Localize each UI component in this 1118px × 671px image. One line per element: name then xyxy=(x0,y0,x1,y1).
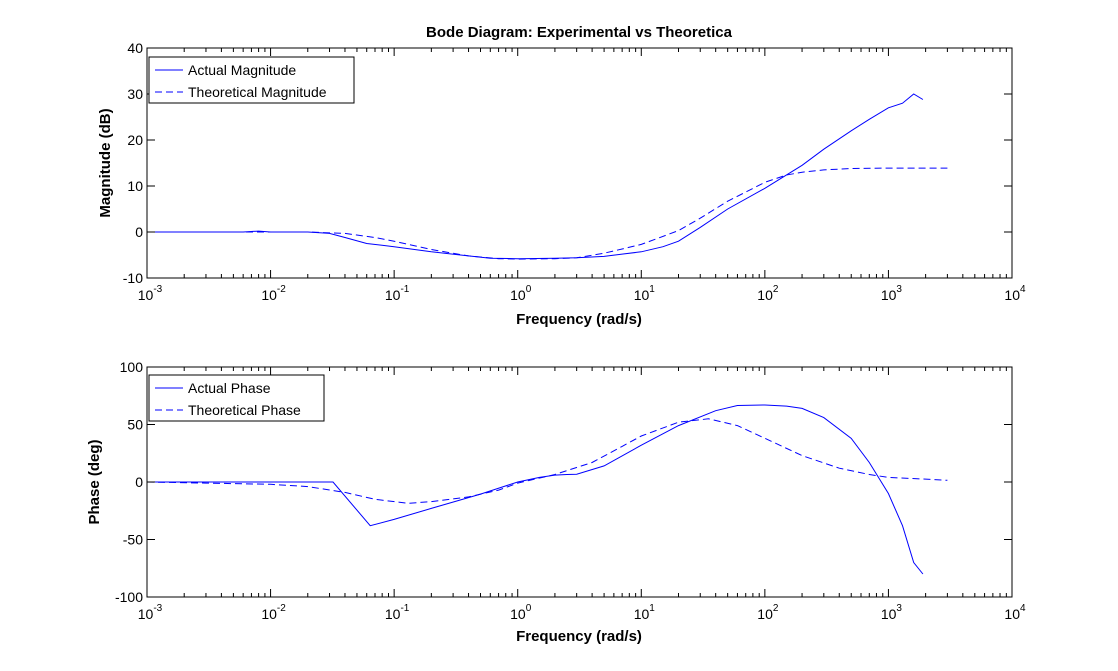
magnitude-y-axis-label: Magnitude (dB) xyxy=(97,108,114,217)
phase-x-tick-label: 102 xyxy=(757,603,779,622)
phase-legend: Actual Phase Theoretical Phase xyxy=(148,374,325,422)
magnitude-series-layer xyxy=(147,93,948,260)
magnitude-y-tick-labels: -10 0 10 20 30 40 xyxy=(123,40,143,286)
phase-y-tick-label: 50 xyxy=(127,417,143,433)
magnitude-y-tick-label: 10 xyxy=(127,178,143,194)
legend-label-theoretical-magnitude: Theoretical Magnitude xyxy=(188,84,327,100)
legend-label-theoretical-phase: Theoretical Phase xyxy=(188,402,301,418)
magnitude-plot: -10 0 10 20 30 40 10-3 10-2 10-1 100 101 102 103 104… xyxy=(97,40,1026,328)
phase-y-tick-label: 100 xyxy=(120,359,144,375)
magnitude-x-tick-label: 10-3 xyxy=(138,284,163,303)
magnitude-series-actual xyxy=(147,93,924,260)
phase-y-tick-labels: -100 -50 0 50 100 xyxy=(115,359,143,605)
magnitude-y-tick-label: 20 xyxy=(127,132,143,148)
magnitude-axes-box xyxy=(146,47,1013,279)
phase-y-tick-label: -50 xyxy=(123,532,143,548)
phase-series-actual xyxy=(147,404,924,575)
magnitude-x-tick-label: 100 xyxy=(510,284,532,303)
phase-x-tick-labels: 10-3 10-2 10-1 100 101 102 103 104 xyxy=(138,603,1026,622)
phase-legend-box xyxy=(148,374,325,422)
magnitude-x-tick-label: 10-1 xyxy=(385,284,410,303)
magnitude-x-tick-labels: 10-3 10-2 10-1 100 101 102 103 104 xyxy=(138,284,1026,303)
magnitude-y-tick-label: 40 xyxy=(127,40,143,56)
magnitude-x-tick-label: 101 xyxy=(634,284,656,303)
legend-label-actual-magnitude: Actual Magnitude xyxy=(188,62,296,78)
magnitude-x-tick-label: 102 xyxy=(757,284,779,303)
phase-ticks xyxy=(146,366,1012,598)
phase-x-tick-label: 100 xyxy=(510,603,532,622)
phase-series-theoretical xyxy=(146,418,948,504)
magnitude-legend-box xyxy=(148,56,355,104)
phase-y-tick-label: 0 xyxy=(135,474,143,490)
magnitude-x-axis-label: Frequency (rad/s) xyxy=(516,311,642,328)
phase-x-tick-label: 10-2 xyxy=(261,603,286,622)
phase-x-tick-label: 10-1 xyxy=(385,603,410,622)
magnitude-x-tick-label: 10-2 xyxy=(261,284,286,303)
magnitude-x-tick-label: 104 xyxy=(1004,284,1026,303)
magnitude-y-tick-label: 30 xyxy=(127,86,143,102)
phase-y-axis-label: Phase (deg) xyxy=(86,439,103,524)
phase-x-tick-label: 101 xyxy=(634,603,656,622)
phase-y-tick-label: -100 xyxy=(115,589,143,605)
phase-x-tick-label: 104 xyxy=(1004,603,1026,622)
magnitude-series-theoretical xyxy=(147,167,948,260)
magnitude-y-tick-label: 0 xyxy=(135,224,143,240)
magnitude-y-tick-label: -10 xyxy=(123,270,143,286)
phase-x-tick-label: 103 xyxy=(881,603,903,622)
phase-x-tick-label: 10-3 xyxy=(138,603,163,622)
figure-title: Bode Diagram: Experimental vs Theoretica xyxy=(426,24,733,41)
legend-label-actual-phase: Actual Phase xyxy=(188,380,271,396)
magnitude-legend: Actual Magnitude Theoretical Magnitude xyxy=(148,56,355,104)
phase-series-layer xyxy=(146,404,948,575)
phase-x-axis-label: Frequency (rad/s) xyxy=(516,628,642,645)
magnitude-x-tick-label: 103 xyxy=(881,284,903,303)
